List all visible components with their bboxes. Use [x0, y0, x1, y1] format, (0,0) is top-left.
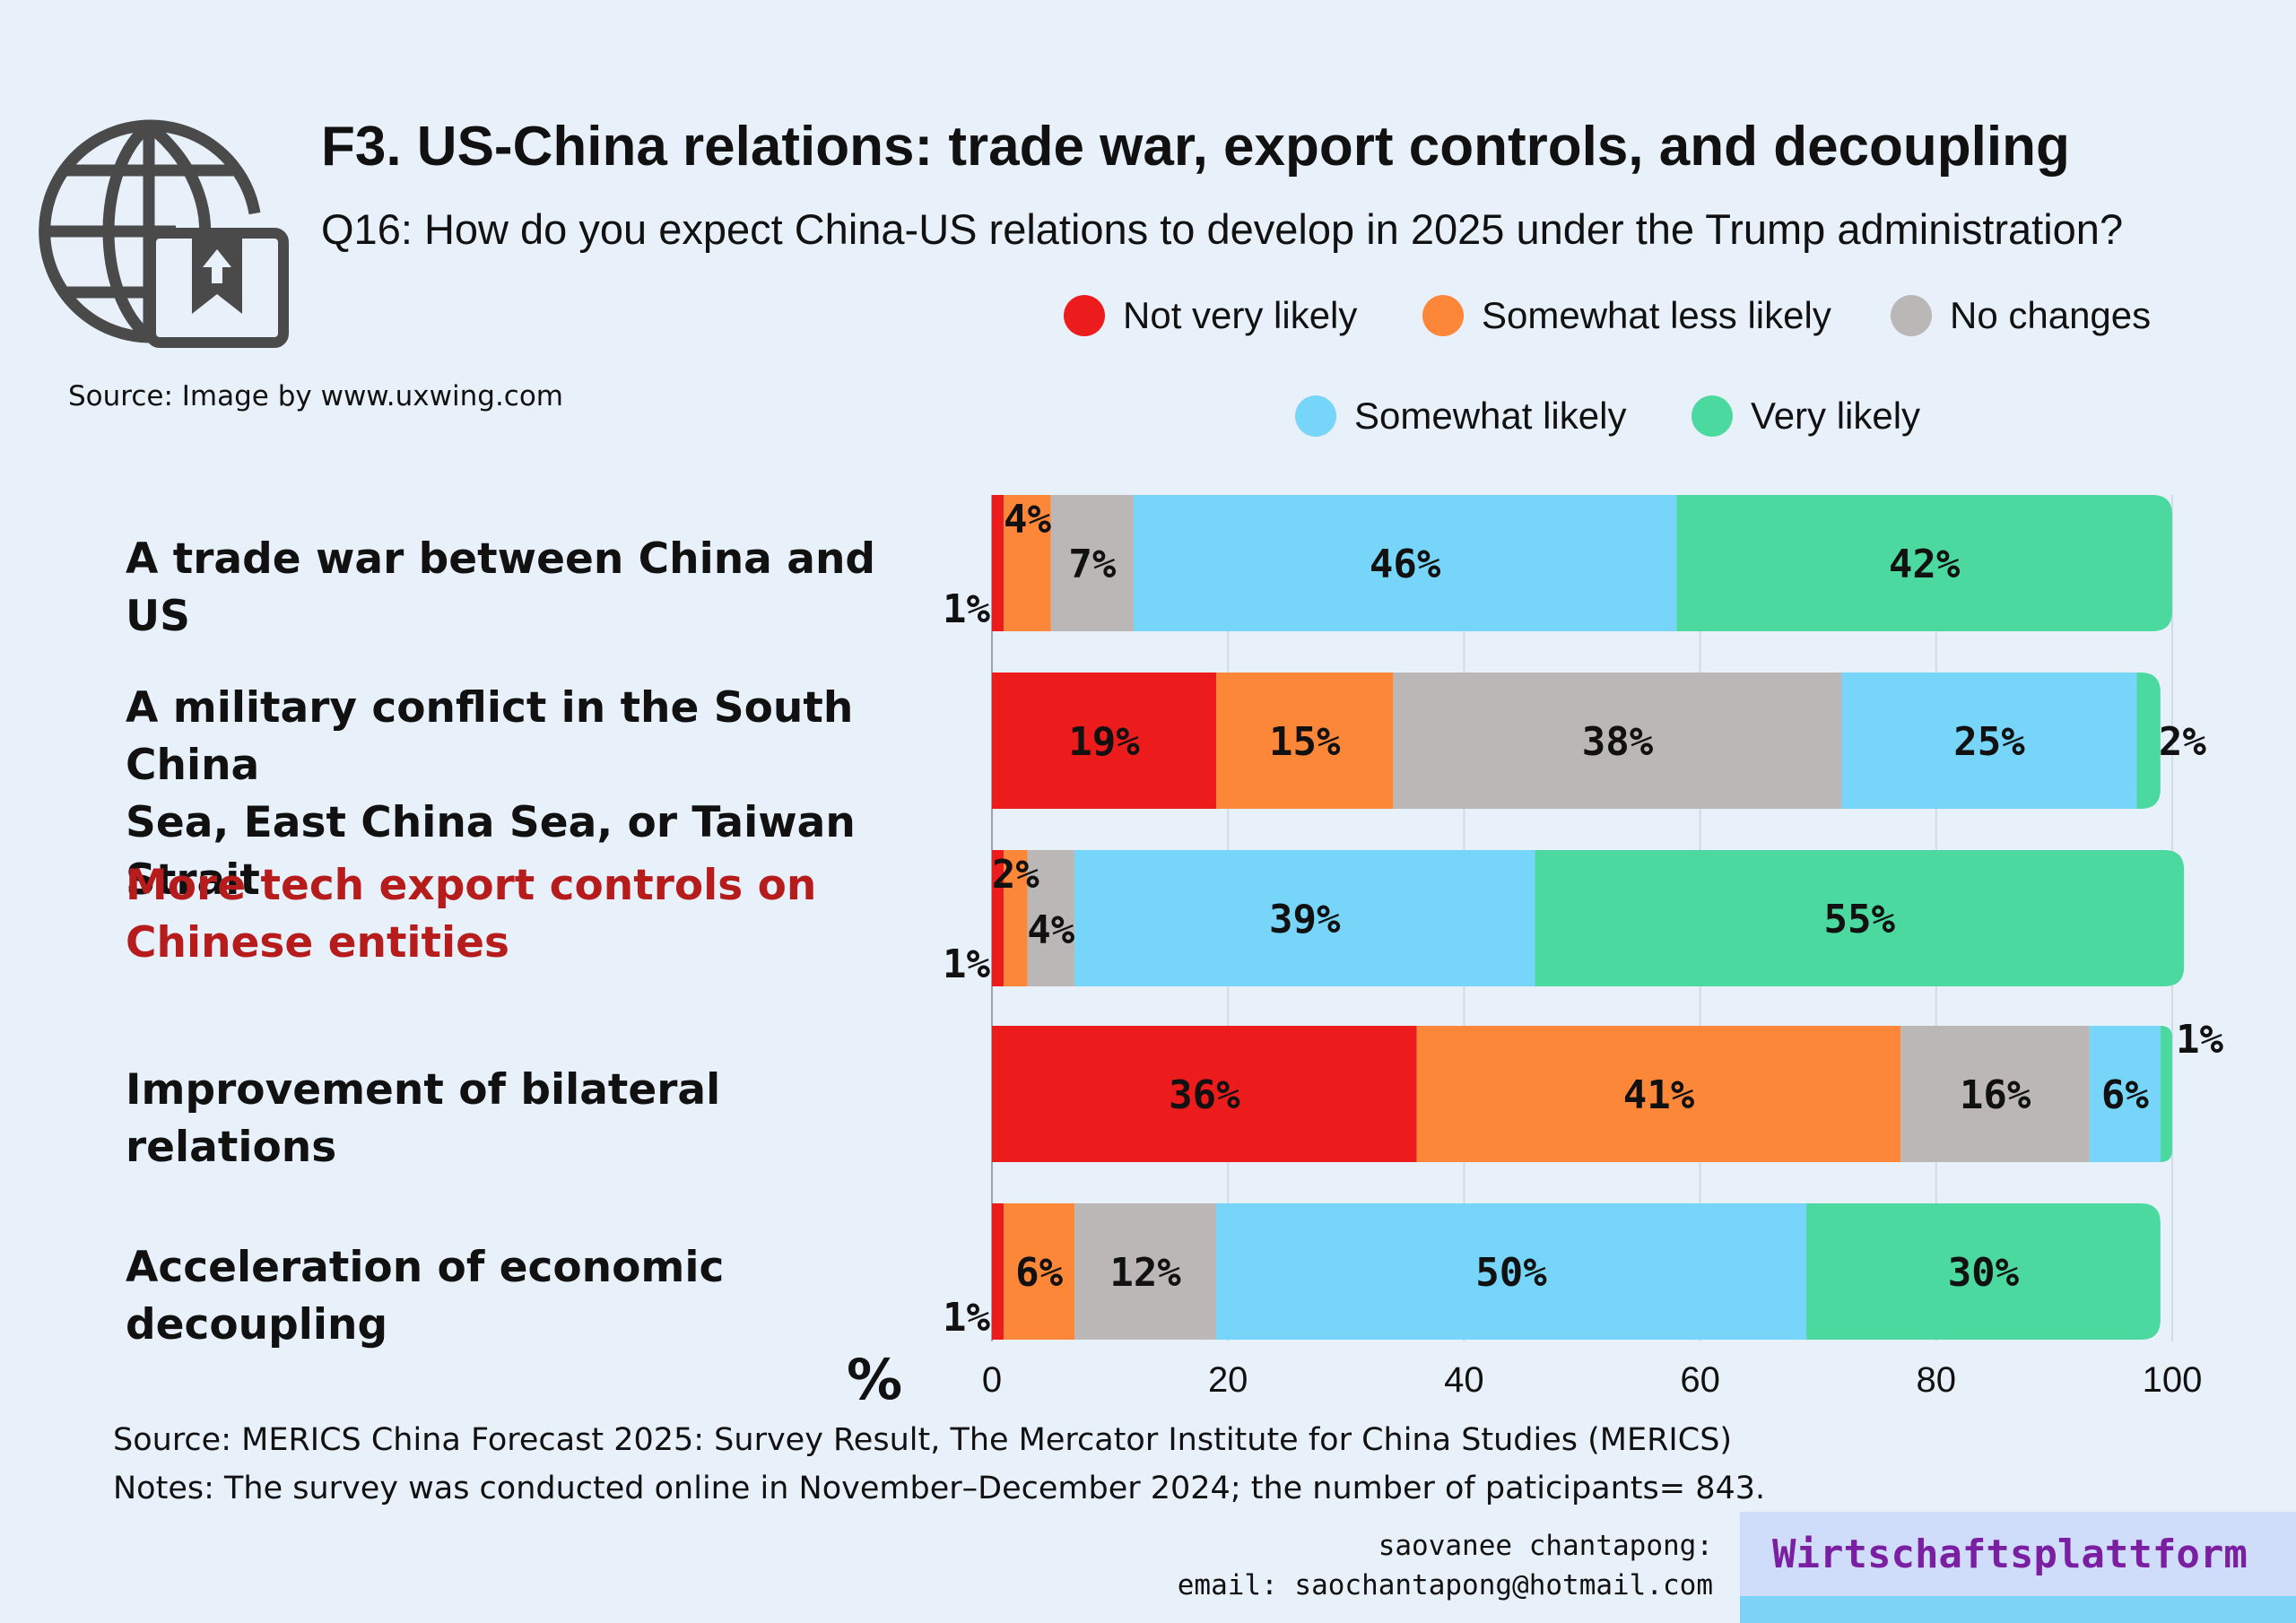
legend-swatch [1692, 395, 1733, 437]
data-label: 7% [1068, 542, 1116, 587]
page-title: F3. US-China relations: trade war, expor… [321, 116, 2070, 178]
footer-source: Source: MERICS China Forecast 2025: Surv… [113, 1422, 1733, 1458]
data-label: 55% [1824, 897, 1896, 942]
bar-segment [1806, 1203, 2161, 1340]
bar-segment [1900, 1026, 2090, 1162]
x-tick-label: 100 [2143, 1360, 2203, 1400]
data-label: 30% [1948, 1250, 2020, 1296]
row-label: Acceleration of economic decoupling [126, 1243, 725, 1350]
legend-label: Somewhat less likely [1482, 294, 1831, 336]
bar-segment [992, 1026, 1417, 1162]
data-label: 46% [1370, 542, 1441, 587]
data-label: 6% [2101, 1072, 2149, 1118]
legend-item-somewhat-likely: Somewhat likely [1295, 395, 1626, 438]
bar-segment [2136, 673, 2161, 809]
data-label: 36% [1169, 1072, 1240, 1118]
icon-source-credit: Source: Image by www.uxwing.com [68, 380, 564, 412]
globe-bookmark-icon [39, 119, 289, 348]
row-label: More tech export controls on Chinese ent… [126, 861, 817, 968]
legend-item-not-very-likely: Not very likely [1064, 294, 1357, 337]
x-axis-label: % [847, 1347, 903, 1412]
data-label: 4% [1027, 907, 1074, 953]
data-label: 42% [1889, 542, 1961, 587]
footer-notes: Notes: The survey was conducted online i… [113, 1471, 1766, 1506]
bar-segment [992, 495, 1004, 631]
data-label: 1% [2176, 1017, 2223, 1063]
data-label: 41% [1623, 1072, 1695, 1118]
bar-segment [1535, 850, 2185, 986]
data-label: 4% [1004, 497, 1051, 542]
bar-segment [1027, 850, 1075, 986]
data-label: 19% [1068, 719, 1140, 765]
author-email: email: saochantapong@hotmail.com [1177, 1569, 1713, 1601]
legend-swatch [1064, 295, 1105, 336]
data-label: 1% [943, 586, 990, 632]
brand-name: Wirtschaftsplattform [1772, 1532, 2248, 1577]
author-name: saovanee chantapong: [1378, 1530, 1713, 1562]
data-label: 15% [1269, 719, 1341, 765]
legend-label: Somewhat likely [1354, 395, 1627, 437]
legend-swatch [1422, 295, 1464, 336]
legend-label: No changes [1950, 294, 2152, 336]
bar-segment [1074, 850, 1535, 986]
data-label: 1% [943, 942, 990, 987]
bar-segment [1004, 495, 1051, 631]
legend-item-very-likely: Very likely [1692, 395, 1920, 438]
row-label: Improvement of bilateral relations [126, 1065, 721, 1172]
bar-segment [1004, 1203, 1075, 1340]
bar-segment [1216, 673, 1394, 809]
bar-segment [1676, 495, 2172, 631]
data-label: 6% [1015, 1250, 1063, 1296]
bar-segment [992, 1203, 1004, 1340]
data-label: 39% [1269, 897, 1341, 942]
legend-item-no-changes: No changes [1891, 294, 2151, 337]
data-label: 16% [1960, 1072, 2031, 1118]
bar-segment [2160, 1026, 2172, 1162]
legend-item-somewhat-less-likely: Somewhat less likely [1422, 294, 1831, 337]
x-tick-label: 60 [1680, 1360, 1720, 1400]
row-label: A military conflict in the South China S… [126, 683, 856, 905]
bar-segment [1393, 673, 1842, 809]
bar-segment [1133, 495, 1677, 631]
x-tick-label: 20 [1208, 1360, 1248, 1400]
data-label: 2% [2159, 719, 2206, 765]
bar-segment [1416, 1026, 1901, 1162]
x-tick-label: 40 [1444, 1360, 1484, 1400]
row-label: A trade war between China and US [126, 534, 876, 641]
bar-segment [1841, 673, 2137, 809]
data-label: 1% [943, 1295, 990, 1341]
legend-swatch [1295, 395, 1336, 437]
brand-stripe [1740, 1596, 2296, 1623]
legend-swatch [1891, 295, 1932, 336]
data-label: 2% [992, 852, 1039, 898]
legend-label: Not very likely [1123, 294, 1358, 336]
bar-segment [1004, 850, 1028, 986]
data-label: 25% [1953, 719, 2025, 765]
bar-segment [1074, 1203, 1217, 1340]
brand-box: Wirtschaftsplattform [1740, 1512, 2296, 1623]
bar-segment [992, 673, 1217, 809]
bar-segment [2089, 1026, 2161, 1162]
data-label: 38% [1582, 719, 1654, 765]
bar-segment [992, 850, 1004, 986]
bar-segment [1050, 495, 1134, 631]
data-label: 12% [1109, 1250, 1181, 1296]
data-label: 50% [1475, 1250, 1547, 1296]
x-tick-label: 80 [1917, 1360, 1957, 1400]
bar-segment [1216, 1203, 1807, 1340]
chart-subtitle: Q16: How do you expect China-US relation… [321, 205, 2124, 253]
x-tick-label: 0 [982, 1360, 1002, 1400]
legend-label: Very likely [1751, 395, 1921, 437]
